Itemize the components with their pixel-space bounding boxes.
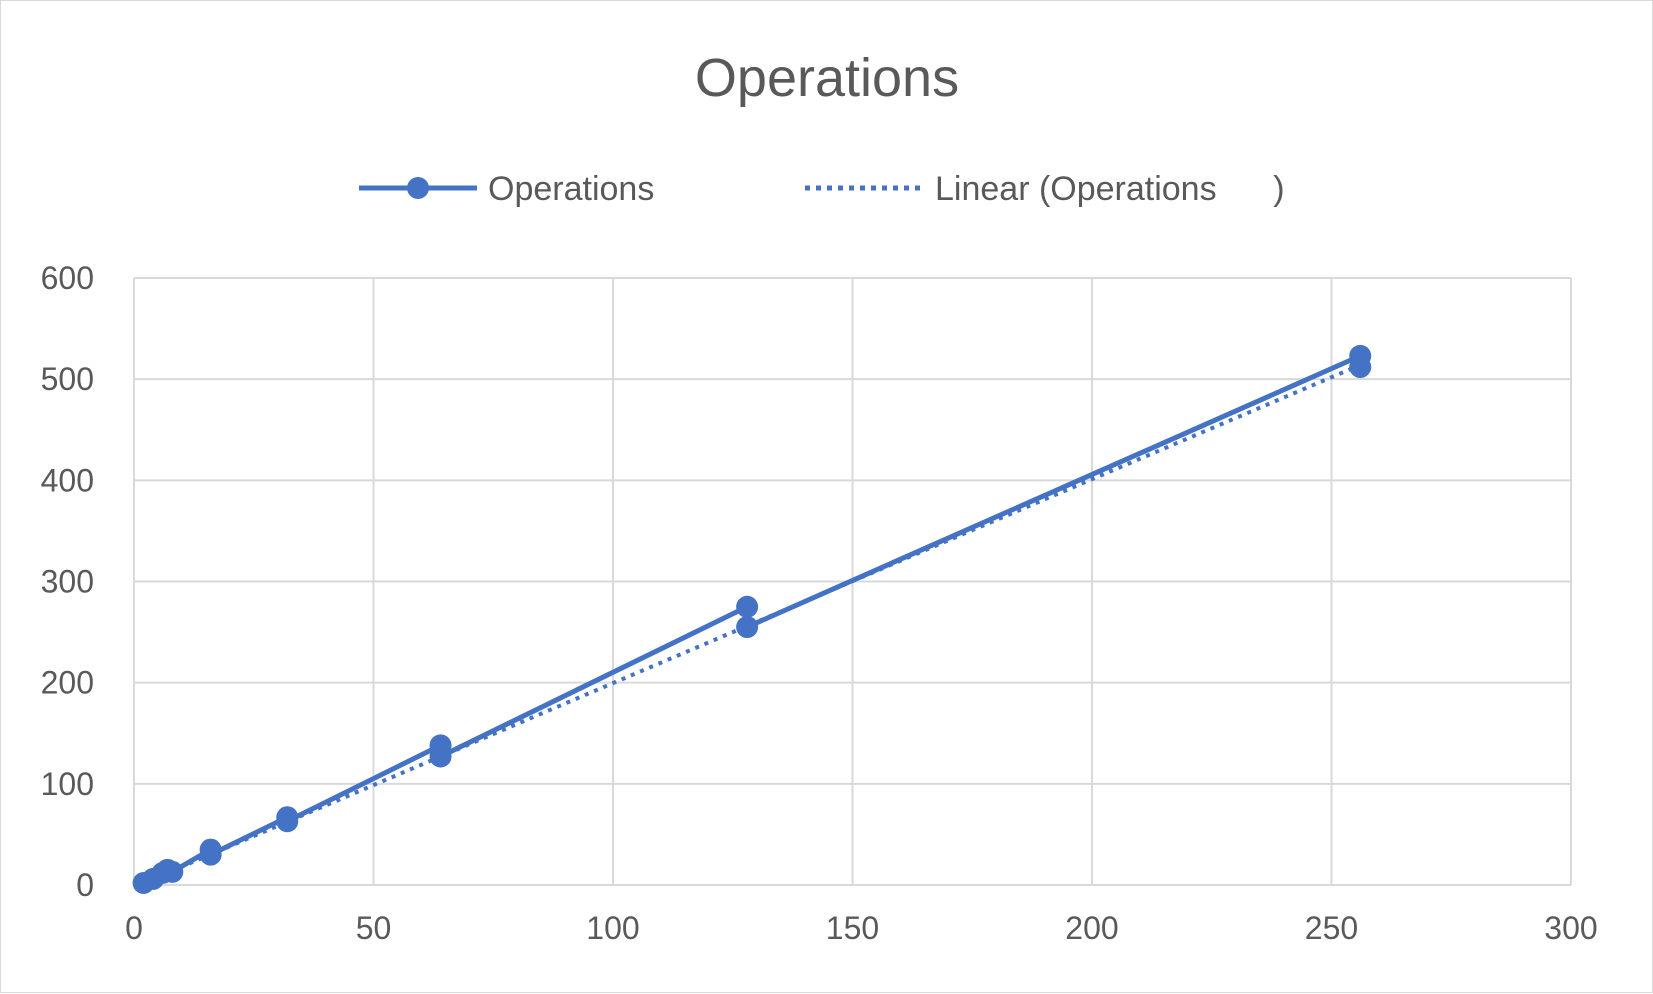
x-tick-label: 0 bbox=[125, 910, 143, 946]
data-point bbox=[736, 595, 759, 618]
legend: Operations Linear (Operations ) bbox=[359, 170, 1285, 208]
legend-label-operations: Operations bbox=[488, 170, 654, 208]
y-tick-label: 100 bbox=[41, 766, 94, 802]
legend-label-linear: Linear (Operations ) bbox=[935, 170, 1285, 208]
y-tick-label: 400 bbox=[41, 462, 94, 498]
y-axis-ticks: 0 100 200 300 400 500 600 bbox=[41, 260, 94, 903]
series bbox=[132, 344, 1372, 894]
x-tick-label: 300 bbox=[1544, 910, 1597, 946]
legend-entry-operations: Operations bbox=[359, 170, 654, 208]
y-tick-label: 500 bbox=[41, 361, 94, 397]
x-tick-label: 50 bbox=[356, 910, 392, 946]
trendline bbox=[133, 363, 1362, 889]
chart-title: Operations bbox=[695, 48, 959, 108]
x-tick-label: 200 bbox=[1065, 910, 1118, 946]
y-tick-label: 0 bbox=[76, 867, 94, 903]
x-tick-label: 100 bbox=[586, 910, 639, 946]
y-tick-label: 600 bbox=[41, 260, 94, 296]
legend-entry-linear: Linear (Operations ) bbox=[805, 170, 1285, 208]
x-tick-label: 150 bbox=[826, 910, 879, 946]
x-axis-ticks: 0 50 100 150 200 250 300 bbox=[125, 910, 1598, 946]
y-tick-label: 200 bbox=[41, 665, 94, 701]
y-tick-label: 300 bbox=[41, 564, 94, 600]
data-point bbox=[276, 810, 299, 833]
axes bbox=[133, 278, 1571, 886]
data-point bbox=[736, 616, 759, 639]
legend-marker-swatch bbox=[407, 177, 429, 199]
x-tick-label: 250 bbox=[1305, 910, 1358, 946]
